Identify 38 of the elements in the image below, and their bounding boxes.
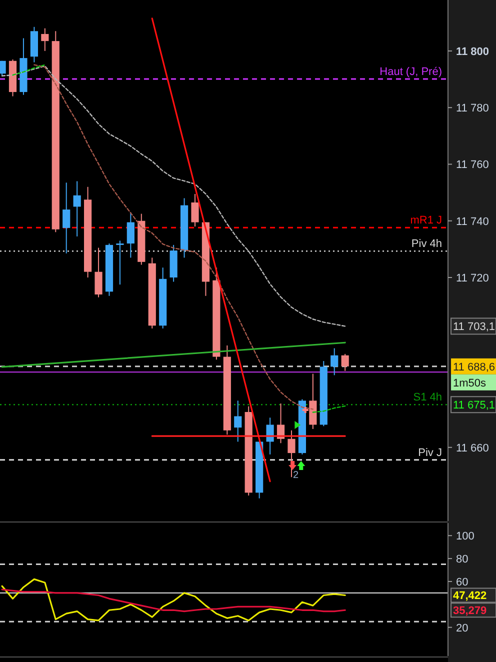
candlestick <box>288 430 296 478</box>
y-tick-label: 20 <box>456 622 468 634</box>
candlestick <box>266 417 274 455</box>
candlestick <box>341 353 349 372</box>
y-tick-label: 11 780 <box>456 102 489 115</box>
ref-line-label: Piv J <box>418 446 442 459</box>
y-tick-label: 11 660 <box>456 442 489 454</box>
y-tick-label: 60 <box>456 576 468 588</box>
y-tick-label: 11 760 <box>456 159 489 172</box>
candlestick <box>234 400 242 442</box>
candlestick <box>116 240 124 286</box>
y-tick-label: 100 <box>456 530 474 543</box>
candlestick <box>126 212 134 258</box>
ref-line-label: Piv 4h <box>411 238 442 250</box>
candlestick <box>330 348 338 376</box>
candlestick <box>94 247 102 298</box>
text: 11 703,1 <box>453 321 496 334</box>
text: 1m50s <box>453 377 487 390</box>
y-tick-label: 11 740 <box>456 216 489 228</box>
candlestick <box>276 402 285 444</box>
text: 11 675,1 <box>453 400 496 412</box>
line-series <box>1 65 346 327</box>
text: 35,279 <box>453 605 487 618</box>
ref-line-label: S1 4h <box>413 392 442 404</box>
candlestick <box>191 193 199 228</box>
candlestick <box>73 180 81 237</box>
text: 47,422 <box>453 590 487 602</box>
y-tick-label: 80 <box>456 554 468 566</box>
y-tick-label: 11 800 <box>456 46 490 58</box>
annotation: 2 <box>292 470 299 481</box>
ref-line-label: Haut (J, Pré) <box>380 66 442 78</box>
candlestick <box>62 182 70 254</box>
ref-line-label: mR1 J <box>410 214 442 227</box>
line-series <box>1 578 346 622</box>
y-tick-label: 11 720 <box>456 272 489 284</box>
candlestick <box>41 28 49 52</box>
text: 11 688,6 <box>453 361 496 374</box>
line-series <box>1 588 346 612</box>
